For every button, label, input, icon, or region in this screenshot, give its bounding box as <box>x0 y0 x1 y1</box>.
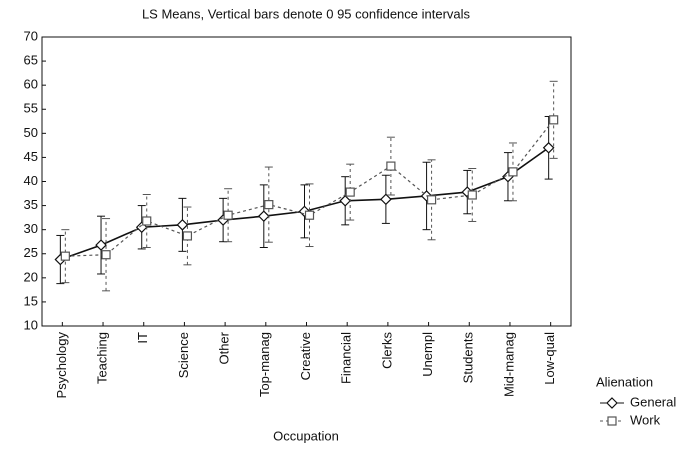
x-tick-label: Teaching <box>94 332 109 384</box>
series-line <box>65 119 555 257</box>
point <box>176 219 189 231</box>
plot-frame <box>41 36 572 327</box>
legend-marker <box>606 397 618 409</box>
y-tick-label: 60 <box>24 77 38 92</box>
x-tick-label: Mid-manag <box>501 332 516 397</box>
point <box>467 190 477 200</box>
x-tick-label: Financial <box>339 332 354 384</box>
y-tick-label: 15 <box>24 293 38 308</box>
point <box>257 210 270 223</box>
x-tick-label: Psychology <box>54 332 69 399</box>
y-tick-label: 50 <box>24 125 38 140</box>
legend-label: Work <box>630 412 661 427</box>
y-tick-label: 20 <box>24 269 38 284</box>
y-tick-label: 40 <box>24 173 38 188</box>
point <box>223 210 233 220</box>
point <box>549 115 559 125</box>
point <box>426 195 437 205</box>
y-tick-label: 45 <box>24 149 38 164</box>
legend-label: General <box>630 394 676 409</box>
x-tick-label: Other <box>217 331 232 364</box>
y-tick-label: 70 <box>24 28 38 43</box>
y-tick-label: 30 <box>24 221 38 236</box>
x-tick-label: Top-manag <box>257 332 272 397</box>
point <box>380 193 392 206</box>
point <box>345 187 355 197</box>
x-tick-label: Creative <box>298 332 313 380</box>
x-tick-label: Students <box>461 332 476 384</box>
legend-title: Alienation <box>596 374 653 389</box>
chart-title: LS Means, Vertical bars denote 0 95 conf… <box>142 6 471 21</box>
x-axis-label: Occupation <box>273 428 339 443</box>
point <box>101 250 111 260</box>
legend-marker <box>607 416 617 426</box>
y-tick-label: 35 <box>24 197 38 212</box>
y-tick-label: 65 <box>24 53 38 68</box>
x-tick-label: IT <box>135 332 150 344</box>
x-tick-label: Unempl <box>420 332 435 377</box>
x-tick-label: Low-qual <box>542 332 557 385</box>
point <box>182 231 193 241</box>
point <box>95 239 107 251</box>
point <box>264 200 274 210</box>
point <box>542 141 555 154</box>
x-tick-label: Science <box>176 332 191 378</box>
point <box>386 161 396 171</box>
y-tick-label: 10 <box>24 317 38 332</box>
point <box>304 210 315 220</box>
y-tick-label: 25 <box>24 245 38 260</box>
x-tick-label: Clerks <box>379 332 394 369</box>
point <box>508 167 518 177</box>
point <box>142 216 152 226</box>
point <box>339 194 352 207</box>
point <box>60 251 70 261</box>
y-tick-label: 55 <box>24 101 38 116</box>
